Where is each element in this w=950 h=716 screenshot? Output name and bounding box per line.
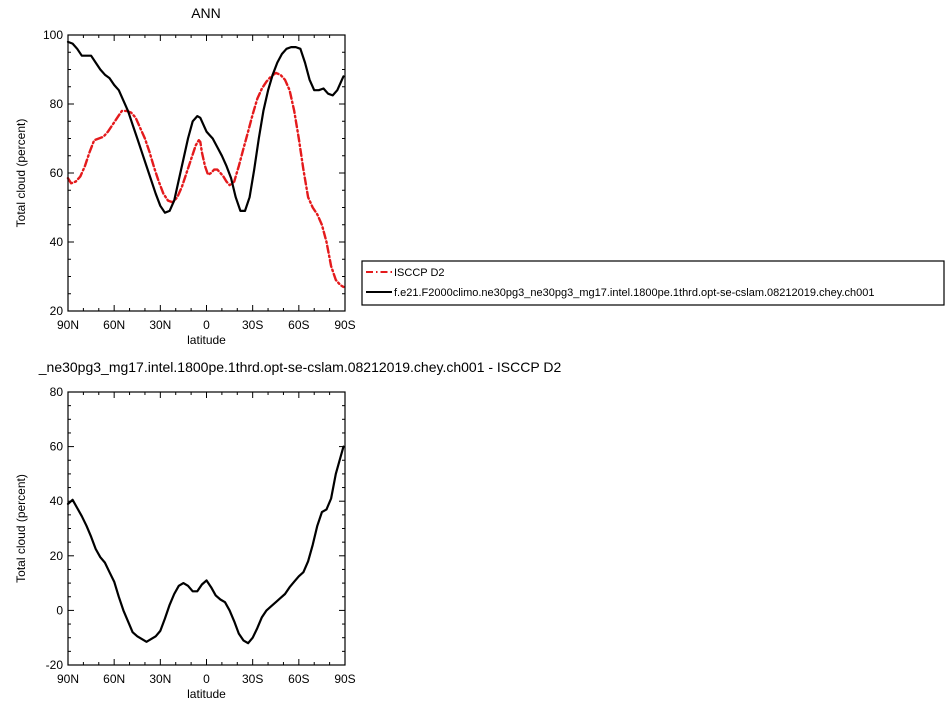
x-tick-label: 90N bbox=[57, 672, 79, 686]
y-tick-label: 20 bbox=[50, 549, 64, 563]
x-tick-label: 60N bbox=[103, 672, 125, 686]
legend-label-0: ISCCP D2 bbox=[394, 267, 445, 279]
legend-box bbox=[361, 260, 945, 306]
y-tick-label: 100 bbox=[43, 28, 63, 42]
y-tick-label: 20 bbox=[50, 304, 64, 318]
y-tick-label: -20 bbox=[46, 658, 64, 672]
x-axis-label: latitude bbox=[187, 333, 226, 347]
x-tick-label: 90N bbox=[57, 318, 79, 332]
y-axis-label: Total cloud (percent) bbox=[14, 119, 28, 228]
x-tick-label: 60S bbox=[288, 318, 309, 332]
x-tick-label: 60S bbox=[288, 672, 309, 686]
y-tick-label: 60 bbox=[50, 166, 64, 180]
x-axis-label: latitude bbox=[187, 687, 226, 701]
x-tick-label: 30S bbox=[242, 672, 263, 686]
series-line-0 bbox=[66, 445, 345, 645]
x-tick-label: 30N bbox=[149, 318, 171, 332]
bottom-panel: _ne30pg3_mg17.intel.1800pe.1thrd.opt-se-… bbox=[14, 359, 561, 701]
y-tick-label: 0 bbox=[56, 603, 63, 617]
series-line-0 bbox=[66, 71, 345, 289]
x-tick-label: 0 bbox=[203, 318, 210, 332]
series-line-1 bbox=[66, 40, 345, 214]
chart-title: ANN bbox=[191, 5, 221, 21]
y-tick-label: 40 bbox=[50, 235, 64, 249]
x-tick-label: 30S bbox=[242, 318, 263, 332]
legend-label-1: f.e21.F2000climo.ne30pg3_ne30pg3_mg17.in… bbox=[394, 287, 874, 299]
y-tick-label: 40 bbox=[50, 494, 64, 508]
x-tick-label: 0 bbox=[203, 672, 210, 686]
legend: ISCCP D2 f.e21.F2000climo.ne30pg3_ne30pg3… bbox=[361, 260, 945, 306]
y-axis-label: Total cloud (percent) bbox=[14, 474, 28, 583]
y-tick-label: 60 bbox=[50, 440, 64, 454]
plot-frame bbox=[67, 391, 346, 666]
x-tick-label: 90S bbox=[334, 318, 355, 332]
x-tick-label: 60N bbox=[103, 318, 125, 332]
y-tick-label: 80 bbox=[50, 385, 64, 399]
top-panel: ANN 90N 60N 30N 0 30S 60S 90S 20 40 60 80 100 latitud… bbox=[14, 5, 356, 347]
x-tick-label: 30N bbox=[149, 672, 171, 686]
y-tick-label: 80 bbox=[50, 97, 64, 111]
chart-title: _ne30pg3_mg17.intel.1800pe.1thrd.opt-se-… bbox=[38, 359, 562, 375]
x-tick-label: 90S bbox=[334, 672, 355, 686]
